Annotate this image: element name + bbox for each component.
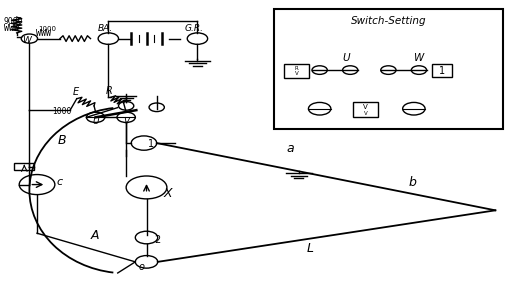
Text: 1000: 1000 xyxy=(38,26,56,32)
Bar xyxy=(284,64,309,78)
Text: W: W xyxy=(414,53,424,64)
Text: U: U xyxy=(92,117,99,127)
Circle shape xyxy=(187,33,208,44)
Text: E: E xyxy=(73,87,79,97)
Circle shape xyxy=(98,33,118,44)
Text: BA.: BA. xyxy=(98,25,113,34)
Text: 2: 2 xyxy=(154,235,160,245)
Circle shape xyxy=(135,255,158,268)
Text: R
V: R V xyxy=(295,66,298,76)
Bar xyxy=(14,163,34,170)
Text: B: B xyxy=(57,134,66,147)
Text: V: V xyxy=(364,110,367,116)
Bar xyxy=(432,64,452,77)
Text: W: W xyxy=(22,36,31,45)
Text: WWW: WWW xyxy=(35,29,51,38)
Text: o: o xyxy=(139,262,145,273)
Circle shape xyxy=(22,34,37,43)
Text: b: b xyxy=(409,176,417,189)
Text: X: X xyxy=(163,188,172,201)
Text: L: L xyxy=(307,242,314,255)
Text: V: V xyxy=(363,104,368,110)
Circle shape xyxy=(135,231,158,244)
Circle shape xyxy=(411,66,426,74)
Text: a: a xyxy=(287,142,294,155)
Text: c: c xyxy=(56,177,62,188)
Text: G.R.: G.R. xyxy=(185,25,204,34)
Bar xyxy=(353,102,378,117)
Text: 1000: 1000 xyxy=(52,108,72,116)
Circle shape xyxy=(312,66,327,74)
Text: R: R xyxy=(106,86,113,97)
Circle shape xyxy=(118,101,134,110)
Bar xyxy=(274,9,503,129)
Text: WWW: WWW xyxy=(5,25,19,34)
Text: A: A xyxy=(91,229,99,242)
Circle shape xyxy=(381,66,396,74)
Text: Switch-Setting: Switch-Setting xyxy=(351,16,426,26)
Text: 9000: 9000 xyxy=(4,17,24,26)
Text: 1: 1 xyxy=(148,139,154,149)
Text: U: U xyxy=(343,53,350,64)
Text: 1: 1 xyxy=(439,66,445,76)
Circle shape xyxy=(343,66,358,74)
Text: V: V xyxy=(123,117,130,127)
Circle shape xyxy=(149,103,164,112)
